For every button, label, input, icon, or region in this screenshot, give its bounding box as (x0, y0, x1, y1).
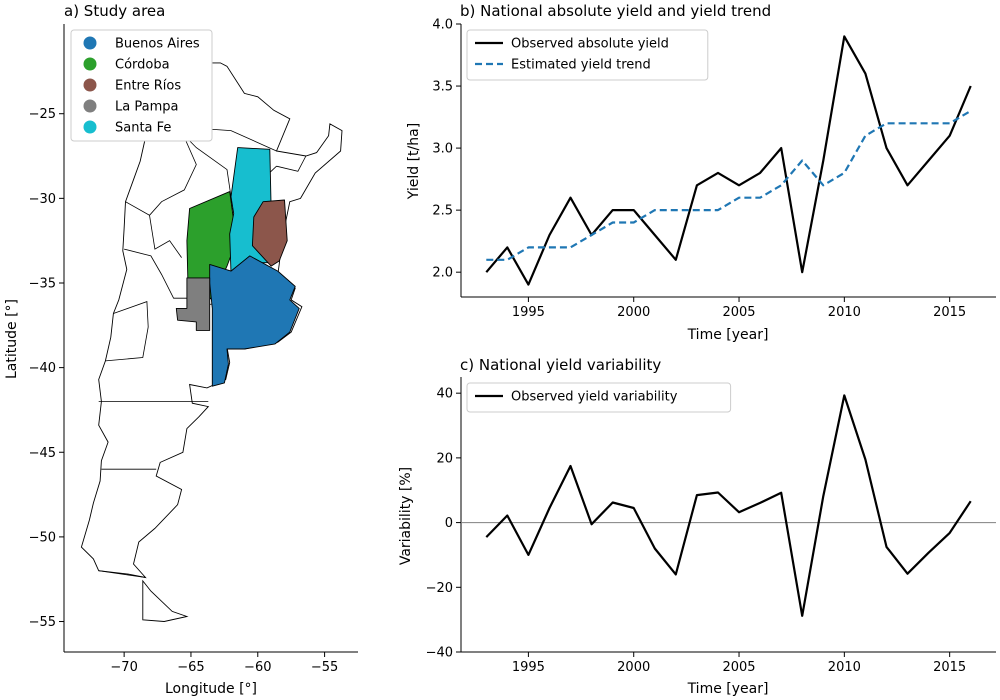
yield-x-tick-label: 2010 (828, 305, 861, 320)
tierra-del-fuego-outline (142, 579, 189, 622)
yield-chart-legend: Observed absolute yield Estimated yield t… (466, 29, 709, 81)
argentina-map (80, 58, 343, 622)
map-legend-swatch-3 (83, 99, 97, 113)
variability-x-tick-label: 1995 (512, 660, 545, 675)
yield-trend-panel: b) National absolute yield and yield tre… (406, 2, 996, 343)
yield-chart-title: b) National absolute yield and yield tre… (460, 2, 771, 20)
map-x-tick-label: −70 (110, 660, 137, 675)
variability-y-tick-label: 20 (436, 451, 453, 466)
province-entre-rios (251, 199, 288, 267)
province-buenos-aires (209, 255, 300, 387)
map-y-tick-label: −40 (29, 361, 56, 376)
map-legend-swatch-2 (83, 78, 97, 92)
yield-series-line-0 (485, 35, 972, 286)
map-y-tick-label: −55 (29, 615, 56, 630)
map-y-tick-label: −30 (29, 192, 56, 207)
yield-y-tick-label: 2.0 (432, 266, 453, 281)
yield-legend-label-0: Observed absolute yield (511, 37, 669, 52)
variability-x-tick-label: 2015 (933, 660, 966, 675)
province-border-6 (113, 301, 149, 328)
yield-legend-label-1: Estimated yield trend (511, 58, 651, 73)
map-legend-label-0: Buenos Aires (115, 37, 200, 52)
map-legend-label-1: Córdoba (115, 58, 170, 73)
yield-y-tick-label: 3.0 (432, 142, 453, 157)
variability-x-tick-label: 2000 (617, 660, 650, 675)
variability-chart-legend: Observed yield variability (466, 382, 732, 413)
province-border-11 (276, 155, 307, 172)
variability-chart-axes: 1995 2000 2005 2010 2015 −40 −20 0 20 40 (426, 377, 996, 675)
country-outline (80, 58, 343, 579)
province-border-10 (98, 570, 146, 578)
variability-y-tick-label: −20 (426, 581, 453, 596)
yield-chart-axes: 1995 2000 2005 2010 2015 2.0 2.5 3.0 3.5 4.0 (432, 18, 996, 320)
map-legend-label-4: Santa Fe (115, 121, 171, 136)
map-legend-label-2: Entre Ríos (115, 79, 181, 94)
yield-y-tick-label: 3.5 (432, 80, 453, 95)
yield-x-tick-label: 2000 (617, 305, 650, 320)
yield-x-axis-label: Time [year] (687, 327, 769, 343)
variability-legend-label-0: Observed yield variability (511, 390, 678, 405)
map-x-tick-label: −55 (311, 660, 338, 675)
yield-chart-series (485, 35, 972, 286)
map-x-tick-label: −65 (177, 660, 204, 675)
map-axes: −70 −65 −60 −55 −25 −30 −35 −40 −45 −50 −55 (29, 24, 358, 675)
map-title: a) Study area (64, 2, 165, 20)
yield-y-tick-label: 4.0 (432, 18, 453, 33)
province-border-5 (124, 248, 193, 299)
province-border-1 (205, 128, 277, 152)
yield-series-line-1 (486, 109, 972, 261)
yield-x-tick-label: 2015 (933, 305, 966, 320)
variability-y-tick-label: 40 (436, 387, 453, 402)
variability-x-axis-label: Time [year] (687, 681, 769, 697)
map-y-tick-label: −50 (29, 530, 56, 545)
map-legend-swatch-1 (83, 57, 97, 71)
map-y-tick-label: −35 (29, 276, 56, 291)
yield-legend-frame (466, 29, 709, 81)
map-legend-frame (70, 29, 213, 142)
map-legend-label-3: La Pampa (115, 100, 178, 115)
map-legend-swatch-4 (83, 120, 97, 134)
variability-x-tick-label: 2010 (828, 660, 861, 675)
map-x-axis-label: Longitude [°] (165, 681, 257, 697)
variability-chart-title: c) National yield variability (460, 356, 661, 374)
map-y-axis-label: Latitude [°] (4, 299, 20, 379)
variability-series-line-0 (485, 394, 972, 617)
map-legend-swatch-0 (83, 36, 97, 50)
variability-legend-frame (466, 382, 732, 413)
map-x-tick-label: −60 (244, 660, 271, 675)
map-y-tick-label: −25 (29, 107, 56, 122)
variability-y-tick-label: −40 (426, 646, 453, 661)
yield-y-tick-label: 2.5 (432, 204, 453, 219)
province-border-7 (105, 326, 149, 362)
yield-y-axis-label: Yield [t/ha] (406, 123, 422, 200)
map-y-tick-label: −45 (29, 446, 56, 461)
variability-x-tick-label: 2005 (722, 660, 755, 675)
province-border-4 (125, 201, 182, 258)
variability-panel: c) National yield variability 1995 2000 20… (398, 356, 996, 697)
province-la-pampa (175, 277, 211, 331)
study-area-map-panel: a) Study area −70 −65 −60 −55 −25 −30 −35 −40 −4… (4, 2, 358, 697)
yield-x-tick-label: 1995 (512, 305, 545, 320)
map-legend: Buenos Aires Córdoba Entre Ríos La Pampa San… (70, 29, 213, 142)
variability-y-axis-label: Variability [%] (398, 467, 414, 565)
variability-y-tick-label: 0 (445, 516, 453, 531)
yield-x-tick-label: 2005 (722, 305, 755, 320)
variability-chart-series (485, 394, 972, 617)
